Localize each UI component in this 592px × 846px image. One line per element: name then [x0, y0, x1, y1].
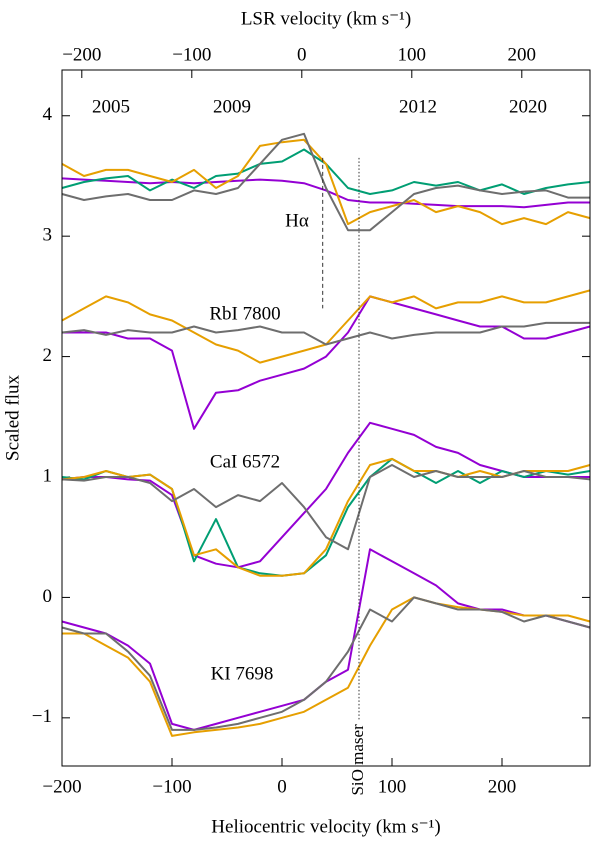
plot-frame	[61, 69, 591, 767]
y-tick-label: −1	[32, 706, 52, 727]
x-tick-label: −100	[152, 776, 191, 797]
legend-label: 2009	[213, 96, 251, 117]
x2-tick-label: −100	[172, 44, 211, 65]
spectrum-line	[61, 548, 591, 731]
x-tick-label: 0	[277, 776, 287, 797]
x2-tick-label: 200	[508, 44, 537, 65]
x-tick-label: −200	[42, 776, 81, 797]
legend-label: 2012	[399, 96, 437, 117]
y-tick-label: 4	[43, 104, 53, 125]
x-tick-label: 200	[488, 776, 517, 797]
spectrum-line	[61, 457, 591, 577]
y-tick-label: 3	[43, 225, 53, 246]
x2-axis-title: LSR velocity (km s⁻¹)	[241, 8, 411, 29]
spectrum-line	[61, 596, 591, 731]
spectrum-line	[61, 138, 591, 226]
x-axis-title: Heliocentric velocity (km s⁻¹)	[211, 816, 440, 837]
spectrum-line	[61, 421, 590, 569]
x2-tick-label: 100	[398, 44, 427, 65]
x2-tick-label: −200	[62, 44, 101, 65]
line-label: CaI 6572	[210, 451, 280, 472]
line-label: KI 7698	[211, 663, 274, 684]
marker-label: SiO maser	[348, 724, 367, 796]
y-tick-label: 1	[43, 465, 53, 486]
spectrum-line	[61, 132, 590, 232]
y-axis-title: Scaled flux	[2, 375, 23, 462]
legend-label: 2020	[509, 96, 547, 117]
line-label: RbI 7800	[209, 303, 280, 324]
line-label: Hα	[285, 210, 309, 231]
x2-tick-label: 0	[297, 44, 307, 65]
spectrum-line	[61, 321, 590, 346]
y-tick-label: 2	[43, 345, 53, 366]
spectrum-line	[61, 464, 591, 551]
x-tick-label: 100	[378, 776, 407, 797]
y-tick-label: 0	[43, 586, 53, 607]
spectrum-line	[62, 295, 591, 430]
spectrum-line	[61, 177, 590, 209]
legend-label: 2005	[92, 96, 130, 117]
